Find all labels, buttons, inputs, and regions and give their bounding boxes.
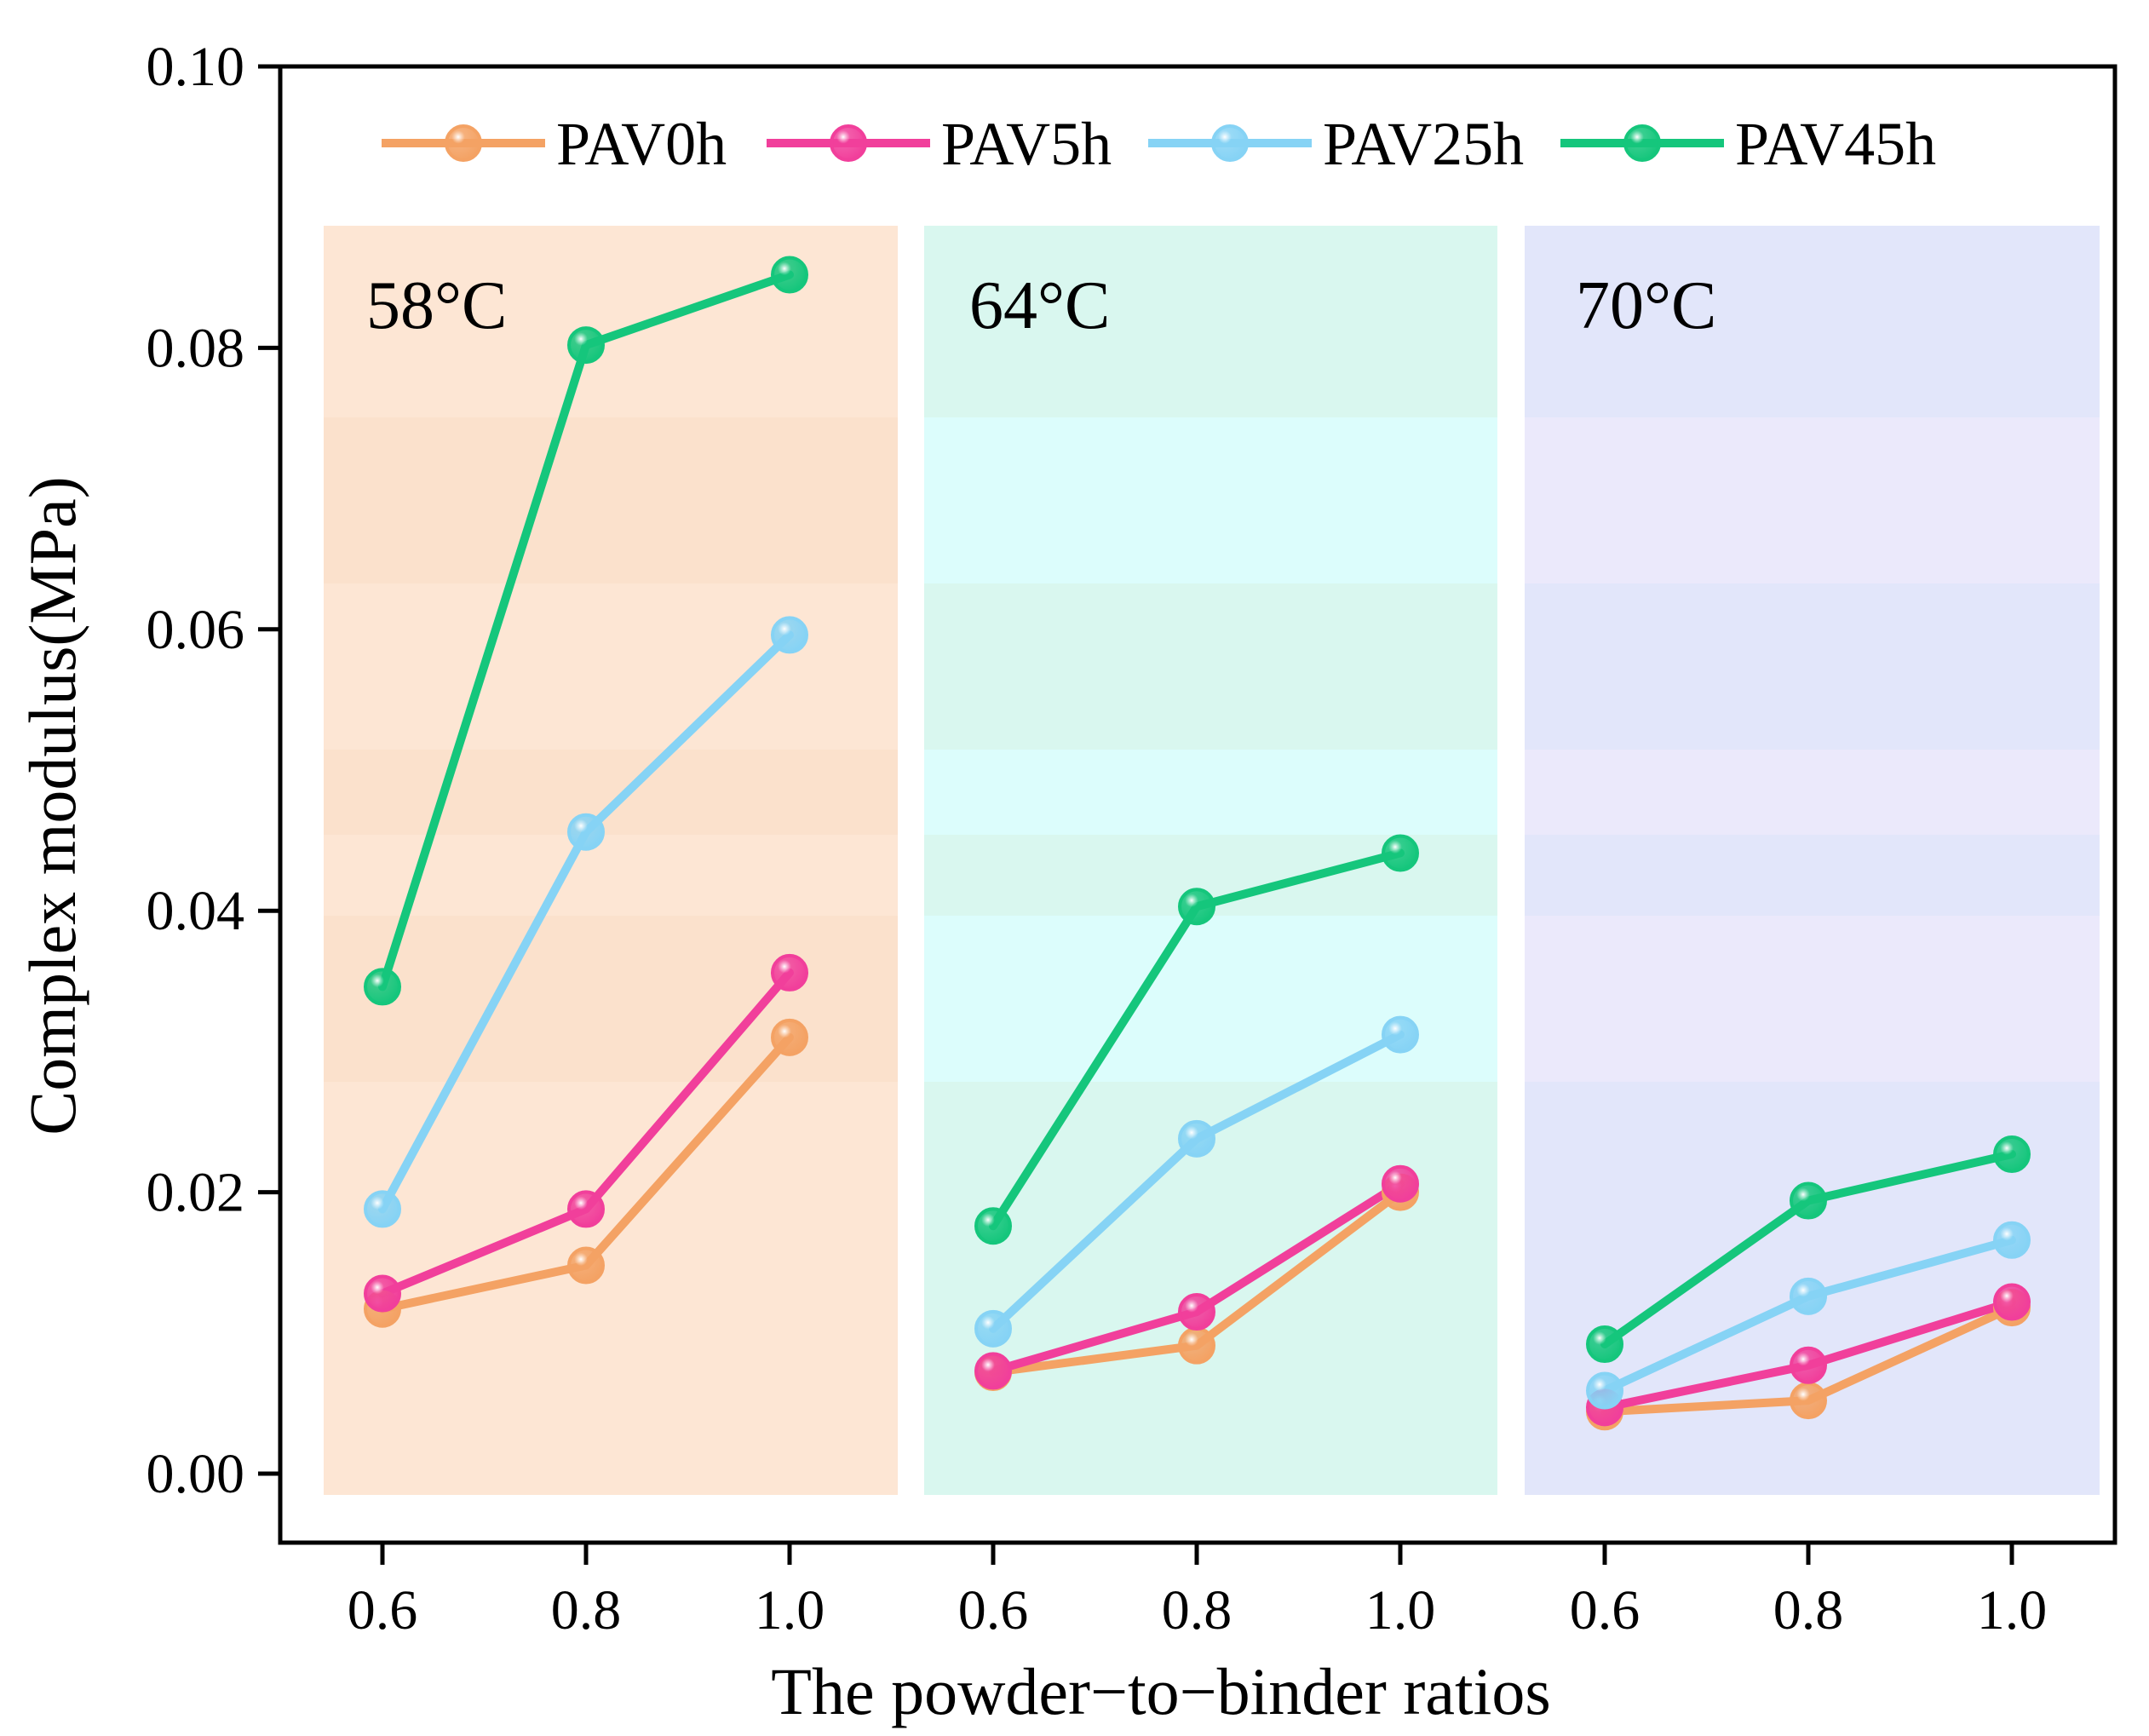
data-point-pav5h (771, 953, 808, 992)
data-point-pav25h (974, 1309, 1012, 1348)
group-labels: 58°C 64°C 70°C (366, 268, 1716, 343)
legend-marker-pav0h (445, 124, 482, 162)
group-backgrounds (324, 226, 2100, 1495)
data-point-pav25h (364, 1190, 401, 1228)
data-point-pav5h (974, 1352, 1012, 1390)
data-point-pav0h (567, 1246, 605, 1285)
data-point-pav25h (567, 813, 605, 851)
group-bg-band-2-2 (1525, 916, 2100, 1082)
data-point-pav45h (567, 326, 605, 365)
group-bg-band-0-0 (324, 417, 898, 583)
x-tick-label: 1.0 (1977, 1579, 2048, 1641)
group-label-1: 64°C (969, 268, 1110, 343)
data-point-pav5h (1382, 1164, 1419, 1203)
data-point-pav45h (1382, 834, 1419, 872)
x-tick-label: 0.6 (1570, 1579, 1640, 1641)
data-point-pav45h (974, 1207, 1012, 1245)
x-axis-title: The powder−to−binder ratios (771, 1654, 1550, 1728)
data-point-pav5h (1178, 1293, 1215, 1331)
legend-marker-pav45h (1623, 124, 1661, 162)
y-tick-label: 0.06 (147, 599, 245, 661)
data-point-pav0h (1790, 1382, 1827, 1420)
x-tick-label: 0.8 (1162, 1579, 1233, 1641)
x-tick-label: 1.0 (755, 1579, 825, 1641)
data-point-pav25h (1790, 1277, 1827, 1315)
legend-label-pav45h: PAV45h (1735, 110, 1936, 178)
group-bg-band-1-1 (924, 750, 1497, 835)
x-tick-label: 1.0 (1365, 1579, 1436, 1641)
y-tick-label: 0.02 (147, 1162, 245, 1224)
y-tick-label: 0.10 (147, 36, 245, 98)
data-point-pav45h (1790, 1181, 1827, 1220)
y-tick-label: 0.08 (147, 317, 245, 379)
y-axis-title: Complex modulus(MPa) (15, 476, 89, 1135)
data-point-pav25h (771, 616, 808, 654)
y-axis-ticks: 0.00 0.02 0.04 0.06 0.08 0.10 (147, 36, 280, 1505)
data-point-pav45h (1586, 1325, 1623, 1364)
data-point-pav0h (1178, 1326, 1215, 1365)
legend-marker-pav25h (1211, 124, 1249, 162)
x-tick-label: 0.8 (551, 1579, 622, 1641)
group-bg-band-2-0 (1525, 417, 2100, 583)
data-point-pav0h (771, 1018, 808, 1056)
data-point-pav45h (771, 256, 808, 294)
data-point-pav45h (1993, 1135, 2031, 1173)
legend-label-pav5h: PAV5h (941, 110, 1112, 178)
group-bg-band-0-1 (324, 750, 898, 835)
y-tick-label: 0.04 (147, 880, 245, 942)
data-point-pav25h (1382, 1015, 1419, 1054)
group-bg-band-2-1 (1525, 750, 2100, 835)
x-axis-ticks: 0.6 0.8 1.0 0.6 0.8 1.0 0.6 0.8 1.0 (348, 1543, 2048, 1641)
group-bg-band-1-0 (924, 417, 1497, 583)
x-tick-label: 0.6 (958, 1579, 1029, 1641)
x-tick-label: 0.8 (1773, 1579, 1844, 1641)
data-point-pav5h (1993, 1283, 2031, 1321)
data-point-pav5h (364, 1274, 401, 1313)
data-point-pav45h (1178, 888, 1215, 926)
legend: PAV0h PAV5h PAV25h PAV45h (382, 110, 1936, 178)
x-tick-label: 0.6 (348, 1579, 418, 1641)
group-bg-band-1-2 (924, 916, 1497, 1082)
group-label-2: 70°C (1576, 268, 1716, 343)
y-tick-label: 0.00 (147, 1443, 245, 1505)
data-point-pav45h (364, 968, 401, 1006)
data-point-pav5h (1790, 1346, 1827, 1384)
group-label-0: 58°C (366, 268, 507, 343)
group-bg-band-0-2 (324, 916, 898, 1082)
data-point-pav25h (1178, 1119, 1215, 1158)
legend-label-pav0h: PAV0h (556, 110, 727, 178)
data-point-pav25h (1586, 1371, 1623, 1410)
data-point-pav5h (567, 1190, 605, 1228)
series-markers (364, 256, 2031, 1431)
data-point-pav25h (1993, 1221, 2031, 1259)
legend-label-pav25h: PAV25h (1323, 110, 1524, 178)
legend-marker-pav5h (830, 124, 867, 162)
